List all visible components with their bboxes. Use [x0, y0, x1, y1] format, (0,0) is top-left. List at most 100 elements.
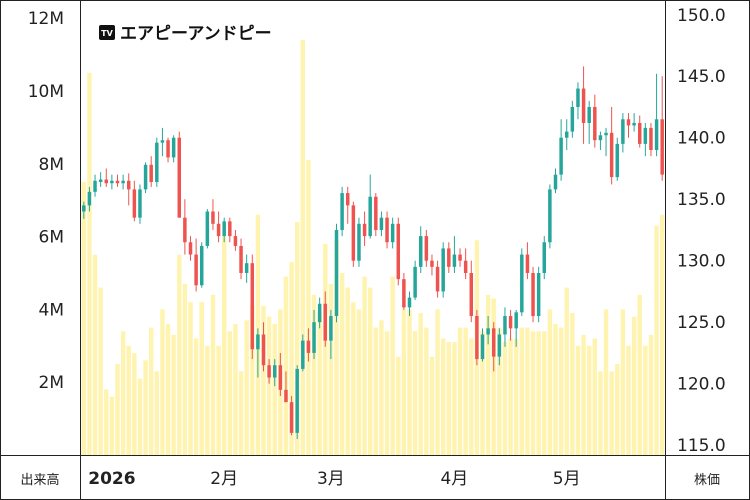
volume-bar: [199, 302, 204, 455]
candle-body: [452, 254, 457, 267]
volume-bar: [643, 345, 648, 455]
x-tick-label: 2月: [210, 469, 238, 489]
volume-bar: [508, 338, 513, 455]
volume-bar: [586, 345, 592, 455]
volume-bar: [581, 334, 586, 455]
candle-body: [132, 189, 137, 218]
candle-body: [626, 119, 631, 126]
volume-bar: [570, 313, 575, 455]
volume-bar: [227, 331, 233, 455]
volume-bar: [115, 364, 120, 455]
volume-bar: [519, 327, 525, 455]
volume-bar: [491, 298, 496, 455]
volume-bar: [609, 371, 614, 455]
candle-body: [256, 334, 260, 350]
volume-bar: [480, 331, 485, 455]
left-tick-label: 8M: [39, 155, 64, 175]
volume-bar: [154, 371, 160, 455]
volume-bar: [120, 331, 126, 455]
volume-bar: [373, 327, 379, 455]
volume-bar: [266, 316, 272, 455]
candle-body: [340, 193, 344, 230]
candle-body: [199, 245, 204, 286]
candle-body: [609, 132, 614, 178]
candle-body: [576, 88, 580, 107]
volume-bar: [109, 396, 115, 455]
candle-body: [424, 236, 429, 261]
candle-body: [301, 340, 305, 369]
volume-bar: [137, 378, 143, 455]
candle-body: [430, 260, 434, 267]
candle-body: [110, 180, 114, 184]
volume-bar: [598, 371, 603, 455]
volume-bar: [193, 338, 199, 455]
candle-body: [98, 179, 103, 182]
volume-bar: [615, 364, 620, 455]
volume-bar: [356, 309, 362, 455]
volume-bar: [294, 222, 300, 455]
volume-bar: [182, 283, 188, 455]
volume-bar: [463, 327, 468, 455]
candle-body: [239, 245, 243, 273]
right-tick-label: 120.0: [677, 375, 726, 395]
volume-bar: [283, 276, 289, 455]
volume-bar: [502, 342, 508, 455]
candle-layer: [82, 66, 664, 440]
volume-bar: [272, 323, 277, 455]
right-tick-label: 125.0: [677, 313, 726, 333]
candle-body: [323, 303, 328, 341]
candle-body: [407, 297, 412, 308]
candle-body: [149, 164, 153, 182]
volume-bar: [143, 360, 148, 455]
volume-bar: [92, 254, 98, 455]
volume-bar: [300, 40, 306, 455]
volume-bar: [165, 323, 171, 455]
candle-body: [396, 223, 401, 280]
candle-body: [413, 266, 417, 298]
candle-body: [441, 248, 445, 292]
volume-bar: [485, 294, 491, 455]
candle-body: [329, 316, 333, 341]
volume-bar: [351, 302, 356, 455]
volume-bar: [435, 309, 440, 455]
candle-body: [351, 205, 356, 261]
right-tick-label: 145.0: [677, 67, 726, 87]
candle-body: [463, 260, 468, 273]
volume-bar: [654, 225, 659, 455]
volume-bar: [384, 331, 390, 455]
volume-bar: [339, 273, 345, 455]
candle-body: [115, 180, 120, 184]
volume-bar: [457, 327, 463, 455]
candle-body: [228, 221, 232, 237]
x-tick-label: 3月: [317, 469, 345, 489]
candle-body: [593, 106, 597, 141]
volume-bar: [171, 334, 176, 455]
candle-body: [188, 242, 193, 255]
candle-body: [306, 340, 311, 353]
candle-body: [205, 211, 210, 246]
volume-bar: [81, 182, 87, 455]
volume-bar: [530, 331, 536, 455]
candle-body: [160, 140, 165, 143]
volume-bar: [637, 294, 642, 455]
volume-bar: [547, 309, 553, 455]
candle-body: [514, 312, 518, 329]
candle-body: [284, 389, 288, 403]
left-tick-label: 10M: [28, 82, 64, 102]
volume-bar: [401, 309, 407, 455]
candle-body: [402, 279, 406, 308]
logo-text: TV: [101, 29, 113, 38]
candle-body: [222, 221, 226, 237]
volume-bar: [126, 345, 131, 455]
candle-body: [486, 328, 490, 335]
volume-bar: [205, 345, 210, 455]
candle-body: [480, 334, 485, 360]
candle-body: [334, 229, 339, 317]
volume-bar: [345, 287, 350, 455]
candle-body: [357, 223, 361, 261]
candle-body: [244, 263, 249, 273]
candle-body: [379, 217, 384, 230]
right-tick-label: 115.0: [677, 436, 726, 456]
right-axis-ticks: 115.0 120.0 125.0 130.0 135.0 140.0 145.0 150.0: [677, 6, 726, 456]
